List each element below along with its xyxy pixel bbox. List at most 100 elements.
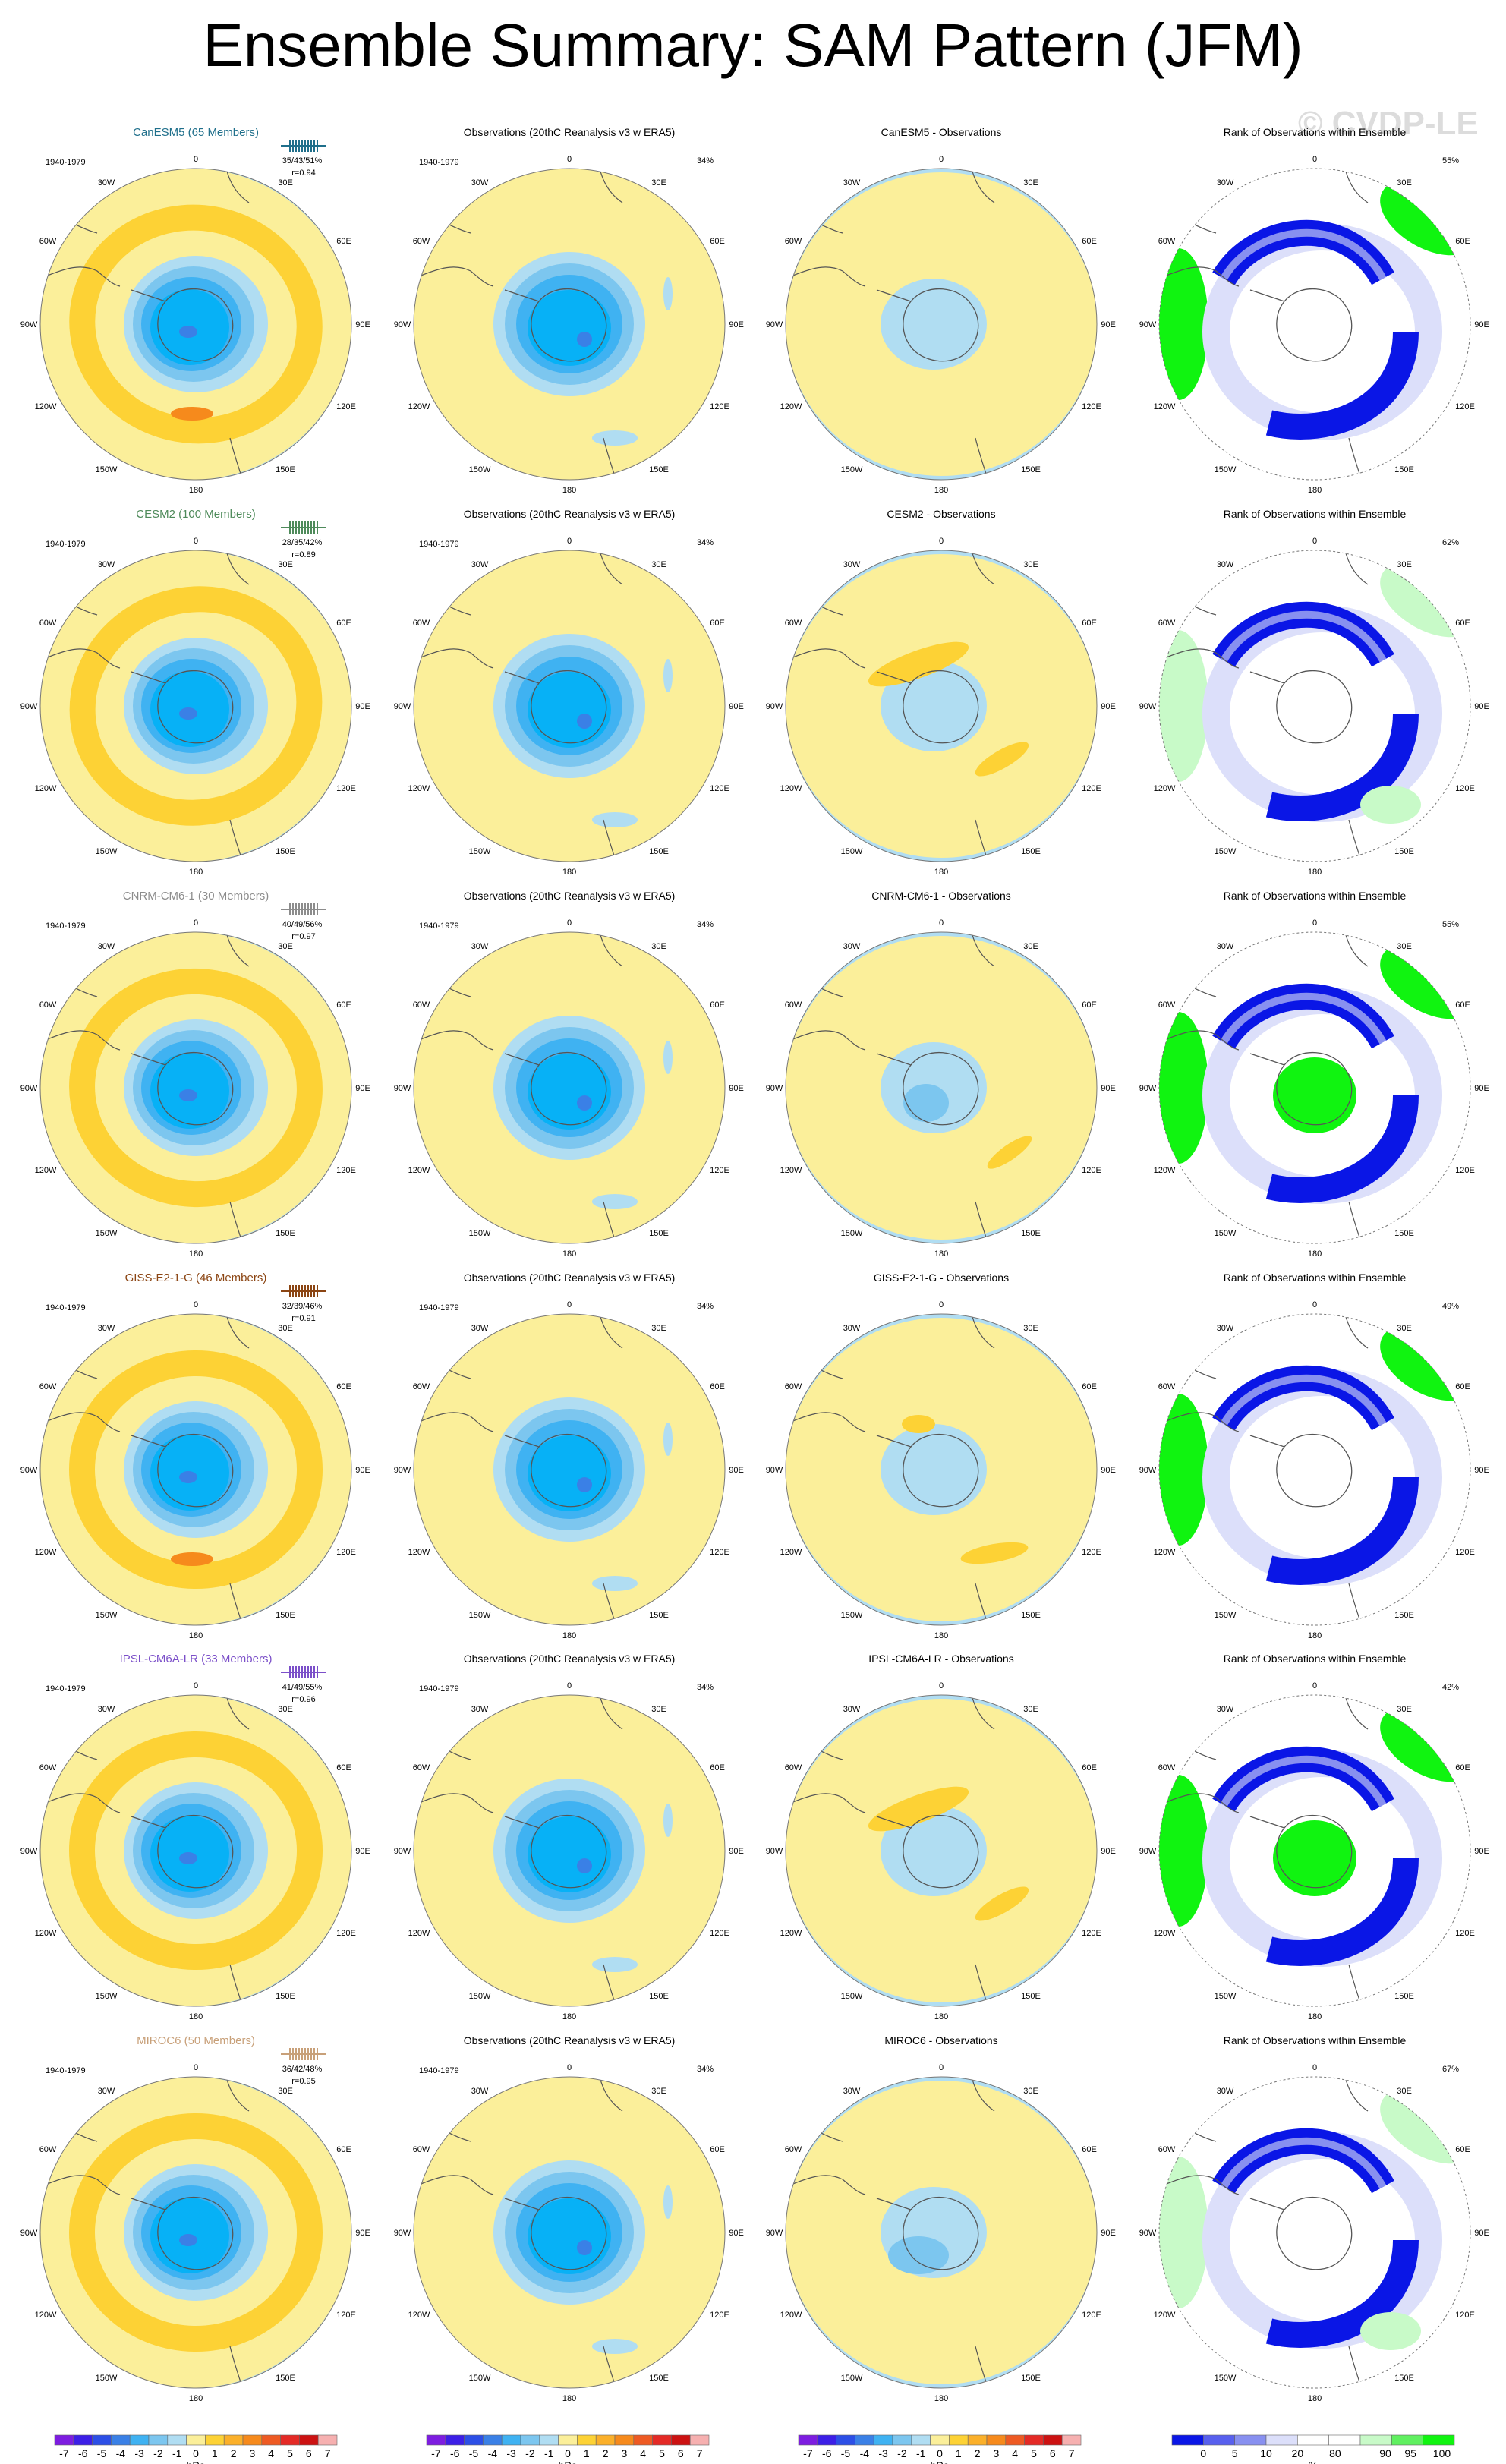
model-map: 0 30W 30E 60W 60E 90W 90E 120W 120E 150W 150E 180 Ca… xyxy=(20,126,370,495)
colorbar-tick: -1 xyxy=(544,2447,554,2459)
lon-label-30w: 30W xyxy=(1217,942,1234,951)
lon-label-120w: 120W xyxy=(35,2311,57,2320)
africa-coastline xyxy=(1344,2077,1369,2112)
lon-label-60w: 60W xyxy=(39,237,57,246)
period-label: 1940-1979 xyxy=(46,540,86,549)
contour-patch xyxy=(179,1852,197,1864)
lon-label-60e: 60E xyxy=(1082,2145,1097,2154)
colorbar-tick: 7 xyxy=(1069,2447,1075,2459)
lon-label-150w: 150W xyxy=(841,1611,863,1620)
lon-label-30e: 30E xyxy=(651,560,666,569)
lon-label-30e: 30E xyxy=(1023,2087,1038,2096)
africa-coastline xyxy=(599,550,623,585)
obs-period-label: 1940-1979 xyxy=(419,1684,459,1694)
lon-label-120e: 120E xyxy=(1082,1548,1101,1557)
lon-label-30w: 30W xyxy=(1217,1705,1234,1714)
lon-label-0: 0 xyxy=(567,1681,572,1690)
colorbar-cell xyxy=(614,2434,635,2446)
lon-label-30e: 30E xyxy=(1397,178,1412,187)
contour-patch xyxy=(902,1415,935,1433)
diff-title: CESM2 - Observations xyxy=(887,508,995,520)
rank-mid-band xyxy=(1220,992,1387,1045)
neg-band-4 xyxy=(528,290,611,366)
obs-title: Observations (20thC Reanalysis v3 w ERA5… xyxy=(464,890,676,902)
map-border xyxy=(413,1313,726,1626)
contour-patch xyxy=(903,1084,949,1122)
antarctica-coastline xyxy=(1249,2196,1353,2270)
inner-neg xyxy=(881,660,987,751)
contour-patch xyxy=(179,1471,197,1483)
lon-label-60w: 60W xyxy=(39,619,57,628)
lon-label-30w: 30W xyxy=(843,1705,861,1714)
map-field xyxy=(786,932,1097,1243)
inner-neg xyxy=(881,1805,987,1896)
lon-label-0: 0 xyxy=(194,1681,198,1690)
lon-label-150e: 150E xyxy=(1021,1229,1041,1238)
rank-mid-band xyxy=(1220,2137,1387,2189)
africa-coastline xyxy=(971,2077,995,2112)
lon-label-180: 180 xyxy=(562,2394,576,2403)
lon-label-30e: 30E xyxy=(651,1705,666,1714)
lon-label-30w: 30W xyxy=(1217,178,1234,187)
colorbar-tick: 7 xyxy=(325,2447,331,2459)
colorbar-cell xyxy=(167,2434,187,2446)
colorbar-cell xyxy=(483,2434,503,2446)
lon-label-120e: 120E xyxy=(1082,1929,1101,1938)
colorbar-tick: 90 xyxy=(1379,2447,1391,2459)
member-stats: 40/49/56% xyxy=(282,920,323,929)
model-title: CNRM-CM6-1 (30 Members) xyxy=(123,890,269,903)
colorbar-tick: 1 xyxy=(956,2447,962,2459)
lon-label-90e: 90E xyxy=(355,1466,370,1475)
colorbar-cell xyxy=(426,2434,446,2446)
lon-label-0: 0 xyxy=(1312,2063,1317,2072)
lon-label-0: 0 xyxy=(567,537,572,546)
lon-label-0: 0 xyxy=(1312,918,1317,928)
lon-label-150w: 150W xyxy=(469,1229,491,1238)
panel-row-2: 0 30W 30E 60W 60E 90W 90E 120W 120E 150W 150E 180 CE… xyxy=(20,508,1489,877)
lon-label-120e: 120E xyxy=(1082,402,1101,411)
lon-label-60w: 60W xyxy=(1158,1000,1176,1010)
colorbar-cell xyxy=(1203,2434,1235,2446)
hpa-colorbar-1: -7 -6 -5 -4 -3 -2 -1 0 1 2 34 5 6 7 hPa xyxy=(54,2434,338,2464)
lon-label-120w: 120W xyxy=(1154,2311,1176,2320)
lon-label-120w: 120W xyxy=(408,402,430,411)
panel-row-3: 0 30W 30E 60W 60E 90W 90E 120W 120E 150W 150E 180 CN… xyxy=(20,890,1489,1259)
colorbar-cell xyxy=(1297,2434,1329,2446)
lon-label-150w: 150W xyxy=(841,2374,863,2383)
inner-neg xyxy=(881,279,987,370)
colorbar-cell xyxy=(223,2434,244,2446)
contour-patch xyxy=(663,2185,673,2219)
lon-label-30e: 30E xyxy=(278,1324,293,1333)
lon-label-120w: 120W xyxy=(35,1929,57,1938)
lon-label-120e: 120E xyxy=(710,1929,729,1938)
lon-label-0: 0 xyxy=(939,1300,944,1309)
africa-coastline xyxy=(971,169,995,203)
map-field xyxy=(414,550,725,862)
colorbar-cell xyxy=(892,2434,912,2446)
rank-pct-label: 55% xyxy=(1442,156,1459,165)
watermark: © CVDP-LE xyxy=(1298,105,1479,142)
lon-label-0: 0 xyxy=(567,2063,572,2072)
colorbar-unit: hPa xyxy=(187,2459,206,2464)
lon-label-90e: 90E xyxy=(355,1084,370,1093)
lon-label-60w: 60W xyxy=(1158,619,1176,628)
lon-label-150e: 150E xyxy=(276,1992,295,2001)
obs-map: 0 30W 30E 60W 60E 90W 90E 120W 120E 150W 150E 180 Ob… xyxy=(394,2034,744,2403)
lon-label-150w: 150W xyxy=(96,1611,118,1620)
lon-label-150e: 150E xyxy=(1021,2374,1041,2383)
colorbar-tick: -3 xyxy=(134,2447,144,2459)
map-field xyxy=(40,1695,351,2006)
colorbar-tick: 5 xyxy=(1232,2447,1238,2459)
lon-label-90e: 90E xyxy=(355,2229,370,2238)
antarctica-coastline xyxy=(876,670,979,744)
rank-colorbar: 0 5 10 20 80 90 95 100% xyxy=(1171,2434,1455,2464)
lon-label-60w: 60W xyxy=(39,2145,57,2154)
lon-label-150e: 150E xyxy=(276,1229,295,1238)
member-stats: 28/35/42% xyxy=(282,538,323,547)
colorbar-cell xyxy=(261,2434,281,2446)
map-field xyxy=(786,1695,1097,2006)
lon-label-120w: 120W xyxy=(780,784,802,793)
lon-label-30w: 30W xyxy=(98,560,115,569)
africa-coastline xyxy=(225,1695,250,1730)
colorbar-tick: -4 xyxy=(860,2447,870,2459)
